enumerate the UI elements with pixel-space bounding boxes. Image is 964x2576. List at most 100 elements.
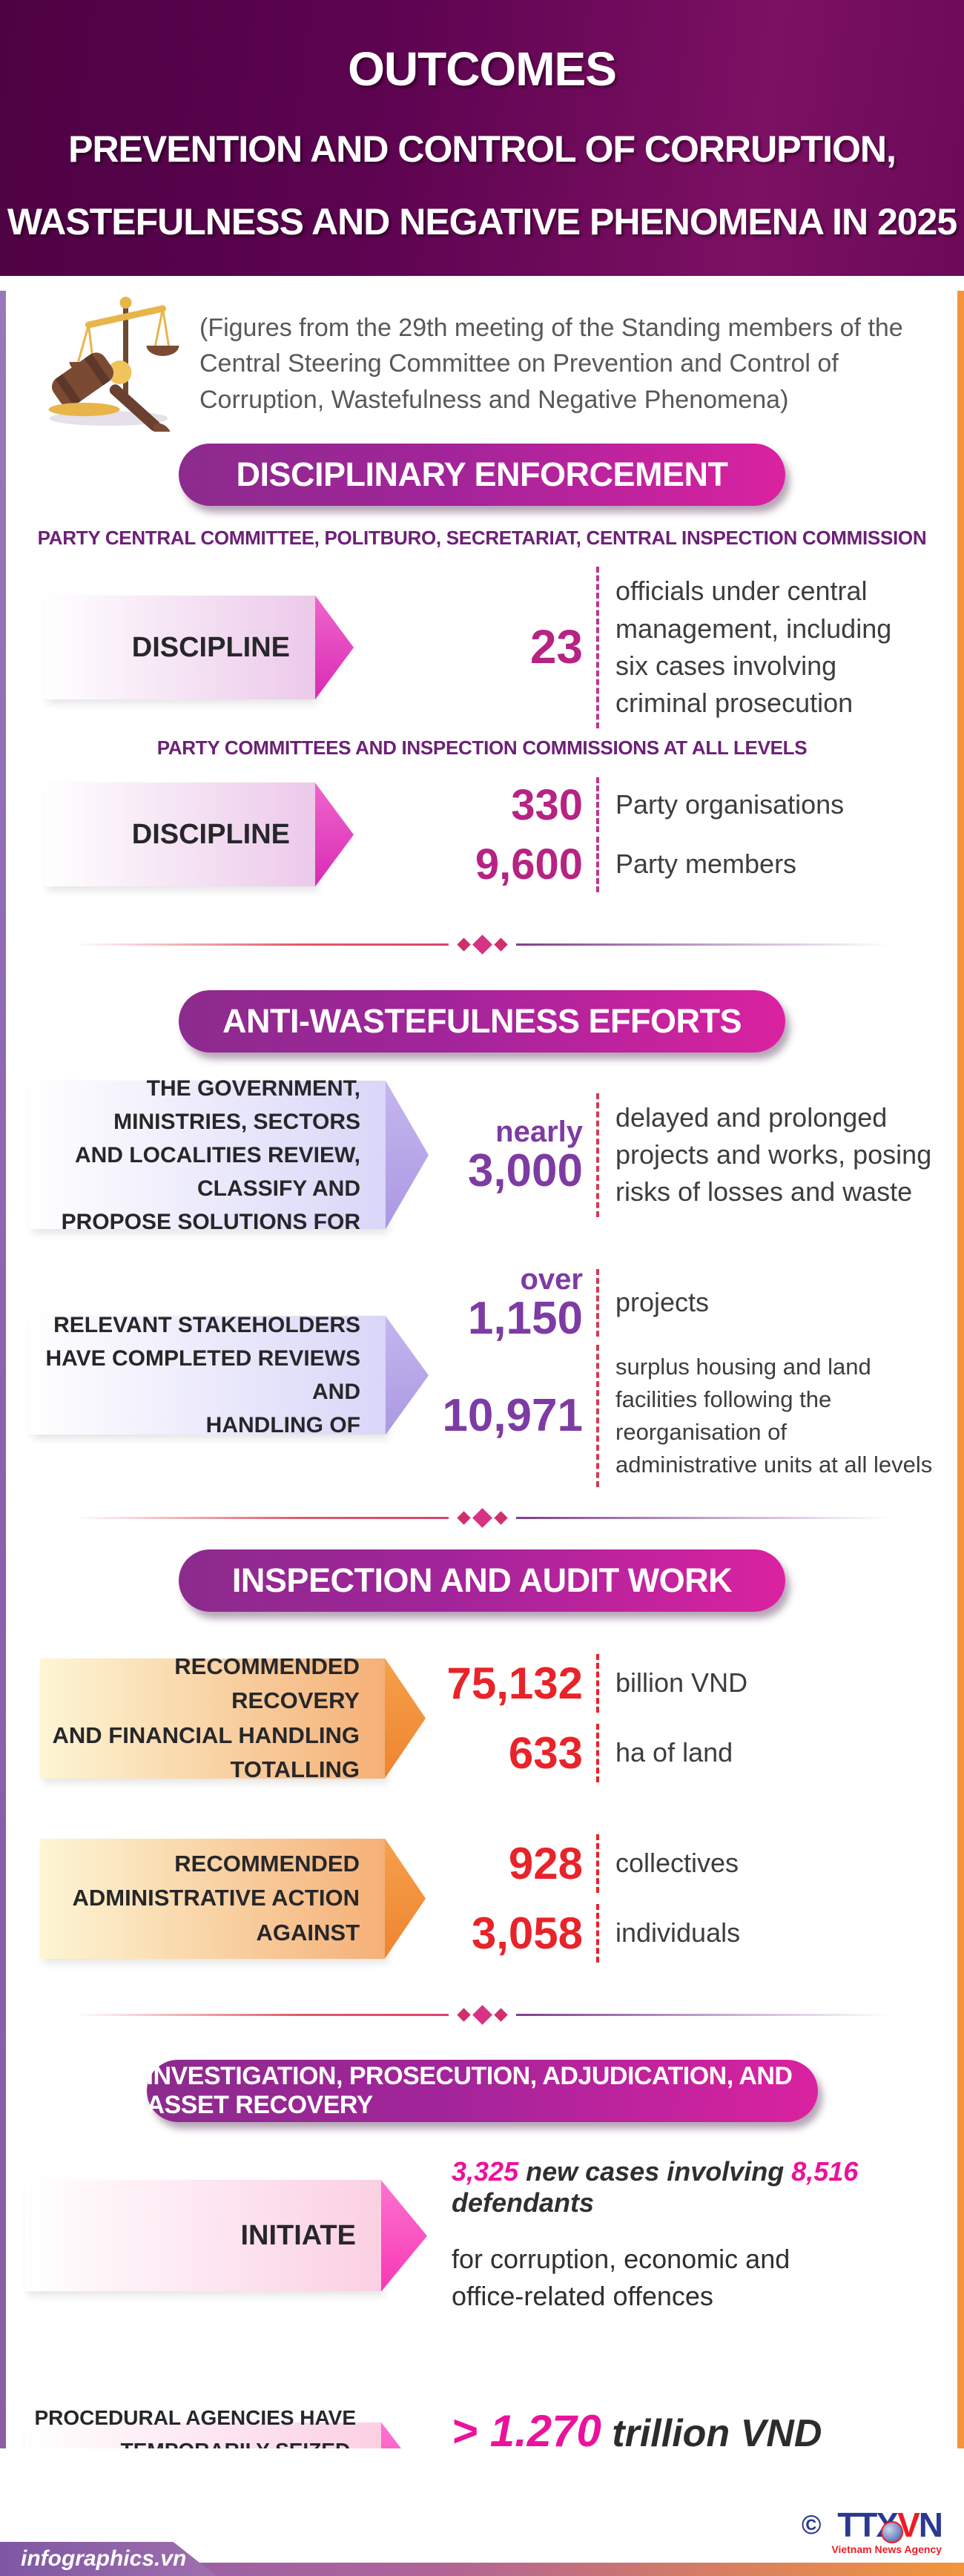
metric-value: 928 [508,1838,583,1888]
metric-description: delayed and prolonged projects and works… [596,1093,931,1217]
arrow-label: DISCIPLINE [44,596,315,699]
cases-mid-text: new cases involving [518,2156,792,2187]
metric: 10,971 surplus housing and land faciliti… [429,1345,939,1488]
metric-description: ha of land [596,1724,733,1782]
arrow-callout: DISCIPLINE [25,783,429,887]
footer: infographics.vn © TTXVN Vietnam News Age… [0,2448,964,2576]
arrow-callout: INITIATE [25,2180,429,2292]
metric-value: 1,150 [467,1292,583,1344]
agency-logo: © TTXVN Vietnam News Agency [801,2506,943,2555]
metric-description: Party members [596,837,796,892]
metric-value: 9,600 [475,840,583,889]
metric-description: officials under central management, incl… [596,567,891,728]
arrow-callout: RECOMMENDED ADMINISTRATIVE ACTION AGAINS… [25,1838,429,1959]
assets-unit: trillion VND [601,2412,822,2456]
divider-line-left [73,1516,449,1519]
arrow-callout: THE GOVERNMENT, MINISTRIES, SECTORS AND … [25,1076,429,1234]
left-border-bar [0,291,6,2576]
divider-diamonds-icon [456,2004,508,2025]
metric: 3,058 individuals [429,1904,939,1963]
arrow-label: DISCIPLINE [44,783,315,887]
metrics: over 1,150 projects 10,971 surplus housi… [429,1264,939,1488]
metric-prefix: nearly [495,1115,583,1148]
divider-line-left [73,2013,449,2016]
section-banner: INSPECTION AND AUDIT WORK [179,1549,785,1613]
site-name[interactable]: infographics.vn [21,2546,187,2571]
metric-value: 3,058 [471,1908,583,1958]
metric-value: 3,000 [467,1144,583,1196]
divider-diamonds-icon [456,935,508,955]
cases-line: 3,325 new cases involving 8,516 defendan… [452,2156,939,2218]
stat-row: RELEVANT STAKEHOLDERS HAVE COMPLETED REV… [25,1264,939,1488]
arrow-label: RELEVANT STAKEHOLDERS HAVE COMPLETED REV… [30,1313,386,1437]
page-subtitle-line1: PREVENTION AND CONTROL OF CORRUPTION, [68,128,897,170]
site-badge[interactable]: infographics.vn [0,2542,217,2576]
source-note: (Figures from the 29th meeting of the St… [199,314,903,414]
footer-gradient-strip [0,2563,964,2576]
arrow-head-icon [315,783,354,887]
metric-description: projects [596,1269,709,1337]
arrow-head-icon [315,596,354,699]
logo-n: N [918,2506,943,2544]
metric-description: Party organisations [596,777,844,833]
metrics: 75,132 billion VND 633 ha of land [429,1654,939,1783]
page-title: OUTCOMES [348,42,617,96]
copyright-icon: © [801,2509,822,2540]
defendants-count: 8,516 [791,2156,859,2187]
arrow-callout: RELEVANT STAKEHOLDERS HAVE COMPLETED REV… [25,1313,429,1437]
arrow-label: RECOMMENDED ADMINISTRATIVE ACTION AGAINS… [40,1838,385,1959]
divider-line-left [73,943,449,946]
metric-description: individuals [596,1904,740,1963]
investigation-text: 3,325 new cases involving 8,516 defendan… [429,2156,939,2316]
metric: nearly 3,000 delayed and prolonged proje… [429,1093,939,1217]
metric-value: 330 [511,780,583,829]
ttxvn-logo: TTXVN Vietnam News Agency [831,2506,943,2555]
divider-line-right [515,1516,891,1519]
metric: 633 ha of land [429,1724,939,1783]
arrow-head-icon [385,1838,426,1959]
section-anti-wastefulness: ANTI-WASTEFULNESS EFFORTS THE GOVERNMENT… [25,989,939,1488]
content-area: (Figures from the 29th meeting of the St… [0,291,964,2576]
assets-value: > 1.270 [452,2406,601,2457]
metrics: nearly 3,000 delayed and prolonged proje… [429,1093,939,1217]
metrics: 330 Party organisations 9,600 Party memb… [429,777,939,892]
stat-row: INITIATE 3,325 new cases involving 8,516… [25,2156,939,2316]
page-subtitle-line2: WASTEFULNESS AND NEGATIVE PHENOMENA IN 2… [7,201,957,243]
divider-line-right [515,2013,891,2016]
arrow-callout: DISCIPLINE [25,596,429,699]
agency-name: Vietnam News Agency [831,2543,942,2555]
arrow-head-icon [385,1658,426,1779]
globe-icon [881,2521,903,2543]
metric: 330 Party organisations [429,777,939,833]
stat-row: THE GOVERNMENT, MINISTRIES, SECTORS AND … [25,1076,939,1234]
gavel-scales-icon [25,291,192,441]
group-heading: PARTY COMMITTEES AND INSPECTION COMMISSI… [156,737,808,759]
divider-line-right [515,943,891,946]
ttxvn-logo-text: TTXVN [837,2506,943,2544]
section-banner: INVESTIGATION, PROSECUTION, ADJUDICATION… [146,2060,818,2123]
cases-count: 3,325 [452,2156,519,2187]
stat-row: DISCIPLINE 330 Party organisations 9,600… [25,777,939,892]
metric-value: 633 [508,1727,583,1778]
arrow-callout: RECOMMENDED RECOVERY AND FINANCIAL HANDL… [25,1653,429,1782]
section-disciplinary-enforcement: DISCIPLINARY ENFORCEMENT PARTY CENTRAL C… [25,444,939,892]
stat-row: RECOMMENDED ADMINISTRATIVE ACTION AGAINS… [25,1834,939,1963]
cases-end-text: defendants [452,2187,595,2218]
right-border-bar [957,291,964,2576]
intro-block: (Figures from the 29th meeting of the St… [25,291,939,441]
arrow-label: THE GOVERNMENT, MINISTRIES, SECTORS AND … [30,1076,386,1234]
arrow-head-icon [386,1316,429,1435]
arrow-label: INITIATE [25,2180,381,2292]
metric-value: 23 [529,620,583,674]
group-heading: PARTY CENTRAL COMMITTEE, POLITBURO, SECR… [37,527,927,549]
metric: 23 officials under central management, i… [429,567,939,728]
metrics: 928 collectives 3,058 individuals [429,1834,939,1963]
arrow-head-icon [381,2180,427,2292]
arrow-label: RECOMMENDED RECOVERY AND FINANCIAL HANDL… [40,1653,385,1782]
metric-description: surplus housing and land facilities foll… [596,1345,932,1488]
metrics: 23 officials under central management, i… [429,567,939,728]
metric: over 1,150 projects [429,1264,939,1342]
section-banner: ANTI-WASTEFULNESS EFFORTS [179,989,785,1053]
metric-value: 75,132 [446,1658,583,1708]
